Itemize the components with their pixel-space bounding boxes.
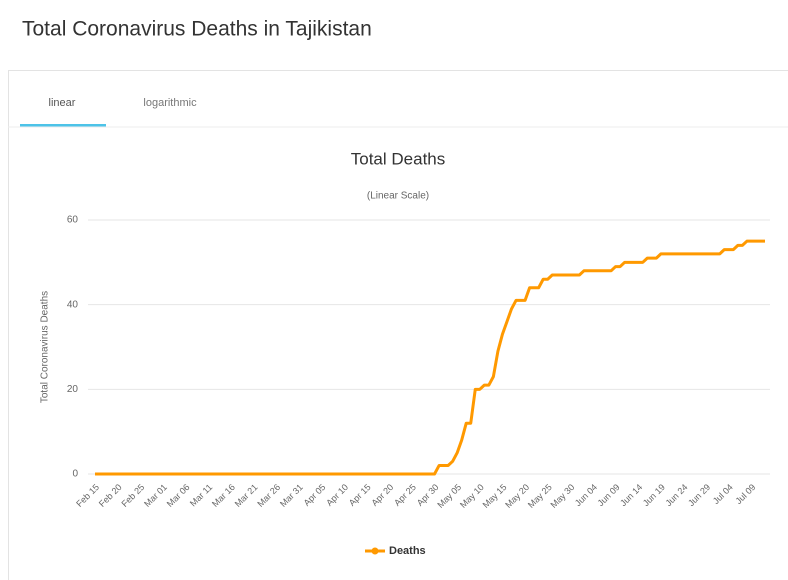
tab-underline	[20, 124, 106, 127]
legend-marker	[371, 547, 379, 555]
chart-title: Total Deaths	[351, 149, 446, 168]
panel	[8, 70, 788, 580]
page-title: Total Coronavirus Deaths in Tajikistan	[22, 18, 372, 41]
y-tick-label: 20	[67, 384, 79, 395]
line-series	[95, 239, 765, 476]
chart-subtitle: (Linear Scale)	[367, 191, 429, 202]
legend-label: Deaths	[389, 545, 426, 557]
tab[interactable]: linear	[49, 97, 76, 109]
y-axis-label: Total Coronavirus Deaths	[40, 291, 51, 403]
y-tick-label: 60	[67, 215, 79, 226]
y-tick-label: 40	[67, 299, 79, 310]
tab[interactable]: logarithmic	[143, 97, 197, 109]
y-tick-label: 0	[72, 469, 78, 480]
